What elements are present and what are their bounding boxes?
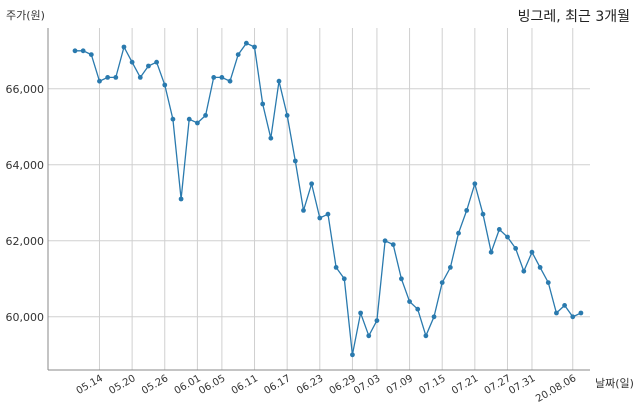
data-point: [162, 82, 168, 88]
data-point: [529, 249, 535, 255]
data-point: [88, 52, 94, 57]
data-point: [137, 75, 143, 80]
grid-lines: [48, 28, 590, 370]
data-point: [227, 78, 233, 84]
data-point: [284, 113, 290, 118]
y-tick-label: 62,000: [6, 235, 45, 248]
data-point: [456, 230, 461, 236]
x-tick-label: 06.23: [295, 373, 325, 397]
data-point: [415, 306, 421, 312]
data-point: [243, 40, 249, 46]
data-point: [350, 352, 355, 358]
x-tick-label: 07.15: [417, 373, 447, 397]
x-axis-label: 날짜(일): [595, 377, 634, 390]
data-point: [480, 211, 486, 217]
data-point: [317, 215, 323, 221]
data-point: [496, 227, 502, 232]
x-tick-label: 06.01: [173, 373, 203, 397]
x-tick-label: 05.20: [107, 373, 137, 397]
data-point: [382, 238, 388, 244]
x-tick-label: 06.11: [230, 373, 260, 397]
data-point: [80, 48, 86, 54]
data-point: [464, 208, 470, 213]
data-point: [374, 318, 380, 323]
data-point: [219, 75, 225, 80]
data-point: [562, 303, 567, 308]
data-point: [578, 310, 584, 316]
data-point: [154, 59, 160, 65]
data-point: [537, 265, 543, 270]
data-point: [423, 333, 429, 339]
data-point: [301, 208, 306, 213]
data-point: [146, 63, 151, 69]
data-point: [276, 78, 282, 84]
x-tick-label: 07.27: [483, 373, 513, 397]
y-tick-label: 66,000: [6, 83, 45, 96]
data-point: [488, 249, 494, 255]
data-point: [97, 78, 102, 84]
data-point: [447, 265, 453, 270]
data-point: [513, 246, 519, 251]
x-tick-label: 06.29: [328, 373, 358, 397]
y-tick-label: 60,000: [6, 311, 45, 324]
x-tick-label: 07.03: [352, 373, 382, 397]
data-point: [431, 314, 437, 320]
data-point: [505, 234, 510, 240]
data-point: [292, 158, 298, 164]
x-tick-label: 06.17: [262, 373, 292, 397]
data-point: [178, 196, 184, 202]
data-point: [203, 113, 208, 118]
data-point: [268, 135, 274, 141]
data-point: [235, 52, 241, 57]
data-point: [399, 276, 404, 282]
data-point: [121, 44, 127, 50]
y-axis-label: 주가(원): [6, 9, 45, 22]
data-point: [333, 265, 339, 270]
x-tick-label: 05.14: [75, 373, 105, 397]
data-point: [472, 181, 478, 187]
data-point: [186, 116, 192, 122]
series-layer: [72, 40, 584, 358]
data-point: [570, 314, 576, 320]
x-tick-label: 20.08.06: [534, 373, 578, 405]
data-point: [439, 280, 445, 285]
data-point: [407, 299, 412, 304]
data-point: [554, 310, 559, 316]
data-point: [366, 333, 372, 339]
data-point: [129, 59, 135, 65]
data-point: [113, 75, 119, 80]
x-tick-label: 07.21: [450, 373, 480, 397]
price-line: [75, 42, 582, 355]
data-point: [105, 75, 111, 80]
data-point: [260, 101, 266, 107]
data-point: [341, 276, 347, 282]
data-point: [252, 44, 257, 50]
y-tick-label: 64,000: [6, 159, 45, 172]
data-point: [358, 310, 363, 316]
data-point: [390, 242, 396, 248]
data-point: [72, 48, 78, 54]
axes: [47, 28, 590, 371]
data-point: [195, 120, 200, 126]
data-point: [211, 75, 217, 80]
x-tick-label: 07.31: [507, 373, 537, 397]
x-tick-label: 06.05: [197, 373, 227, 397]
data-point: [545, 280, 551, 285]
data-point: [309, 181, 315, 187]
x-tick-label: 05.26: [140, 373, 170, 397]
x-tick-label: 07.09: [385, 373, 415, 397]
data-point: [170, 116, 176, 122]
chart-title: 빙그레, 최근 3개월: [517, 9, 630, 25]
data-point: [325, 211, 331, 217]
data-point: [521, 268, 527, 274]
